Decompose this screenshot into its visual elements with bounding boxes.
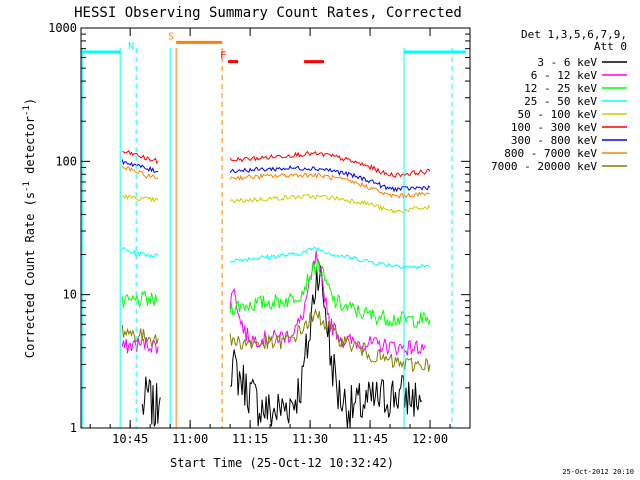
x-tick-label-1: 11:00: [172, 432, 208, 446]
flag-label-1: N: [128, 41, 134, 52]
x-tick-label-0: 10:45: [112, 432, 148, 446]
y-axis-label-sup2: -1: [22, 105, 32, 116]
series-line-7-segment-1: [229, 172, 431, 199]
series-line-4-segment-1: [229, 194, 431, 214]
flag-label-2: S: [168, 31, 174, 42]
y-axis-label-sup1: -1: [22, 181, 32, 192]
series-line-8-segment-0: [121, 324, 159, 347]
series-line-7-segment-0: [121, 165, 159, 180]
series-line-3-segment-1: [229, 246, 431, 270]
plot-frame: [80, 27, 471, 429]
x-tick-label-4: 11:45: [352, 432, 388, 446]
legend-header-line2: Att 0: [594, 40, 627, 53]
legend-entry-label-4: 50 - 100 keV: [518, 108, 598, 121]
series-line-5-segment-1: [229, 150, 431, 178]
x-axis: 10:45 11:00 11:15 11:30 11:45 12:00: [89, 28, 471, 446]
x-tick-label-3: 11:30: [292, 432, 328, 446]
flags-layer: N S F: [81, 31, 467, 64]
series-line-0-segment-0: [141, 376, 161, 427]
series-line-3-segment-0: [121, 246, 159, 258]
footer-timestamp: 25-Oct-2012 20:10: [562, 468, 634, 476]
legend-header-line1: Det 1,3,5,6,7,9,: [521, 28, 627, 41]
y-axis-label-end: ): [23, 98, 37, 105]
series-line-0-segment-1: [229, 265, 423, 429]
series-line-4-segment-0: [122, 193, 159, 204]
series-line-5-segment-0: [122, 149, 159, 165]
y-axis-label: Corrected Count Rate (s-1 detector-1): [22, 98, 37, 358]
series-line-2-segment-0: [121, 290, 159, 309]
flag-label-3: F: [220, 51, 226, 62]
y-axis-label-main: Corrected Count Rate (s: [23, 192, 37, 358]
series-layer: [121, 149, 431, 429]
series-line-1-segment-0: [121, 337, 159, 354]
y-axis: 1 10 100 1000: [48, 21, 470, 435]
legend-entry-label-2: 12 - 25 keV: [524, 82, 597, 95]
y-tick-label-0: 1: [70, 421, 77, 435]
series-line-8-segment-1: [229, 307, 431, 373]
legend-entry-label-3: 25 - 50 keV: [524, 95, 597, 108]
series-line-6-segment-1: [229, 165, 431, 193]
plot-area: N S F 10:45 11:00 11:15 11:30 11:45 12:00 1 10 10…: [48, 21, 471, 446]
y-tick-label-3: 1000: [48, 21, 77, 35]
legend-entry-label-7: 800 - 7000 keV: [504, 147, 597, 160]
legend-entry-label-0: 3 - 6 keV: [537, 56, 597, 69]
x-tick-label-5: 12:00: [412, 432, 448, 446]
y-axis-label-mid: detector: [23, 116, 37, 181]
y-tick-label-2: 100: [55, 154, 77, 168]
legend-entry-label-6: 300 - 800 keV: [511, 134, 597, 147]
x-tick-label-2: 11:15: [232, 432, 268, 446]
legend-entry-label-1: 6 - 12 keV: [531, 69, 598, 82]
y-tick-label-1: 10: [63, 288, 77, 302]
chart-title: HESSI Observing Summary Count Rates, Cor…: [74, 5, 462, 21]
x-axis-label: Start Time (25-Oct-12 10:32:42): [170, 456, 394, 470]
series-line-6-segment-0: [121, 159, 159, 173]
legend-entry-label-8: 7000 - 20000 keV: [491, 160, 597, 173]
legend-entry-label-5: 100 - 300 keV: [511, 121, 597, 134]
series-line-2-segment-1: [229, 258, 431, 328]
